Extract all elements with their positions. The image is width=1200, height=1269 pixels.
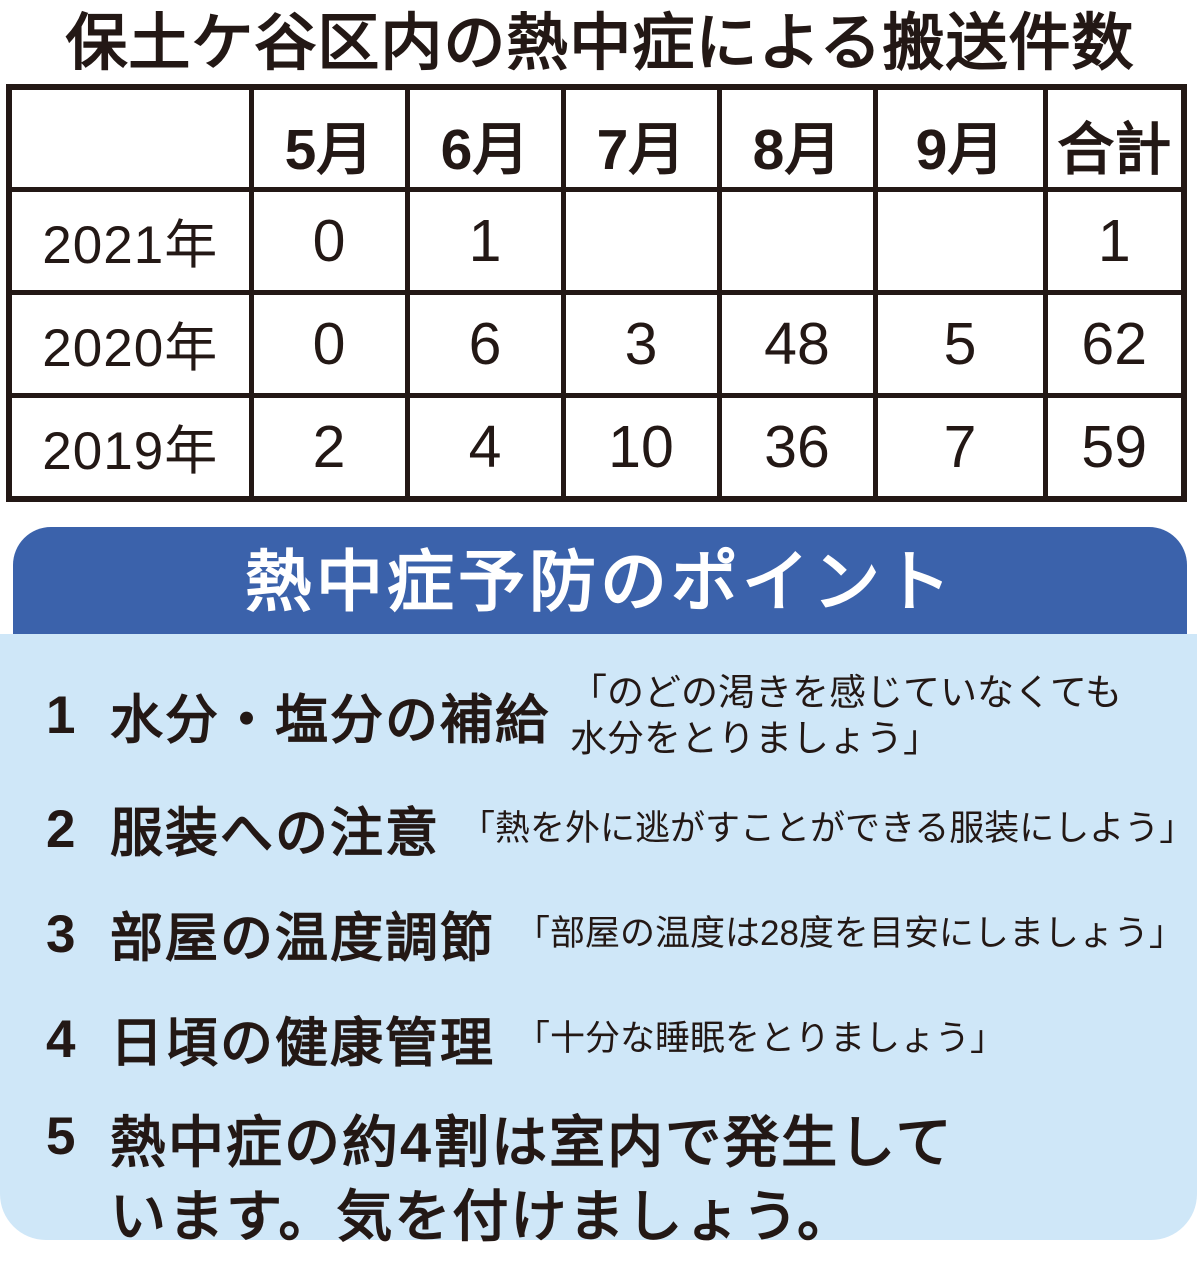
point-item-2: 2 服装への注意 「熱を外に逃がすことができる服装にしよう」: [46, 791, 1194, 867]
panel-header-title: 熱中症予防のポイント: [13, 526, 1187, 634]
cell-2019-july: 10: [560, 393, 722, 501]
col-header-august: 8月: [716, 84, 878, 192]
point-title: 水分・塩分の補給: [110, 690, 550, 750]
page-title: 保土ケ谷区内の熱中症による搬送件数: [65, 9, 1135, 78]
point-number: 1: [46, 686, 76, 746]
col-header-september: 9月: [872, 84, 1048, 192]
point-item-5: 5 熱中症の約4割は室内で発生して います。気を付けましょう。: [46, 1106, 1171, 1254]
cell-2021-total: 1: [1042, 187, 1187, 295]
stats-table: 5月 6月 7月 8月 9月 合計 2021年 0 1 1 2020年 0 6 …: [6, 84, 1187, 502]
point-item-1: 1 水分・塩分の補給 「のどの渇きを感じていなくても 水分をとりましょう」: [46, 670, 1171, 763]
cell-2019-may: 2: [248, 393, 410, 501]
point-title-line: います。気を付けましょう。: [110, 1184, 856, 1248]
point-note-line: 「十分な睡眠をとりましょう」: [515, 1019, 1006, 1059]
cell-2021-september: [872, 187, 1048, 295]
col-header-june: 6月: [404, 84, 566, 192]
cell-2020-july: 3: [560, 290, 722, 398]
row-label-2019: 2019年: [6, 393, 254, 501]
row-label-2021: 2021年: [6, 187, 254, 295]
point-title: 熱中症の約4割は室内で発生して います。気を付けましょう。: [110, 1106, 953, 1254]
table-row-2020: 2020年 0 6 3 48 5 62: [6, 290, 1187, 398]
cell-2019-september: 7: [872, 393, 1048, 501]
table-row-2019: 2019年 2 4 10 36 7 59: [6, 393, 1187, 501]
point-note: 「熱を外に逃がすことができる服装にしよう」: [460, 807, 1194, 851]
point-number: 4: [46, 1009, 76, 1069]
point-title: 日頃の健康管理: [110, 1014, 495, 1073]
cell-2021-may: 0: [248, 187, 410, 295]
corner-cell: [6, 84, 254, 192]
cell-2019-august: 36: [716, 393, 878, 501]
cell-2019-total: 59: [1042, 393, 1187, 501]
point-note: 「のどの渇きを感じていなくても 水分をとりましょう」: [570, 670, 1122, 763]
cell-2020-september: 5: [872, 290, 1048, 398]
prevention-panel: 熱中症予防のポイント 1 水分・塩分の補給 「のどの渇きを感じていなくても 水分…: [0, 526, 1200, 1248]
col-header-may: 5月: [248, 84, 410, 192]
point-item-4: 4 日頃の健康管理 「十分な睡眠をとりましょう」: [46, 1001, 1171, 1077]
point-title: 服装への注意: [110, 804, 440, 863]
point-note-line: 「のどの渇きを感じていなくても: [570, 671, 1123, 713]
col-header-july: 7月: [560, 84, 722, 192]
col-header-total: 合計: [1042, 84, 1187, 192]
panel-body: 1 水分・塩分の補給 「のどの渇きを感じていなくても 水分をとりましょう」 2 …: [0, 633, 1197, 1248]
point-note: 「部屋の温度は28度を目安にしましょう」: [515, 912, 1184, 956]
point-note: 「十分な睡眠をとりましょう」: [515, 1017, 1005, 1061]
cell-2019-june: 4: [404, 393, 566, 501]
cell-2020-total: 62: [1042, 290, 1187, 398]
point-note-line: 「熱を外に逃がすことができる服装にしよう」: [460, 809, 1195, 849]
cell-2020-june: 6: [404, 290, 566, 398]
point-number: 3: [46, 904, 76, 964]
point-note-line: 「部屋の温度は28度を目安にしましょう」: [515, 914, 1184, 954]
point-title: 部屋の温度調節: [110, 909, 495, 968]
cell-2020-august: 48: [716, 290, 878, 398]
point-item-3: 3 部屋の温度調節 「部屋の温度は28度を目安にしましょう」: [46, 896, 1184, 972]
cell-2021-june: 1: [404, 187, 566, 295]
cell-2021-july: [560, 187, 722, 295]
point-note-line: 水分をとりましょう」: [570, 717, 940, 759]
point-number: 5: [46, 1107, 76, 1166]
row-label-2020: 2020年: [6, 290, 254, 398]
table-header-row: 5月 6月 7月 8月 9月 合計: [6, 84, 1187, 192]
cell-2020-may: 0: [248, 290, 410, 398]
cell-2021-august: [716, 187, 878, 295]
point-title-line: 熱中症の約4割は室内で発生して: [110, 1111, 954, 1174]
table-row-2021: 2021年 0 1 1: [6, 187, 1187, 295]
point-number: 2: [46, 799, 76, 859]
